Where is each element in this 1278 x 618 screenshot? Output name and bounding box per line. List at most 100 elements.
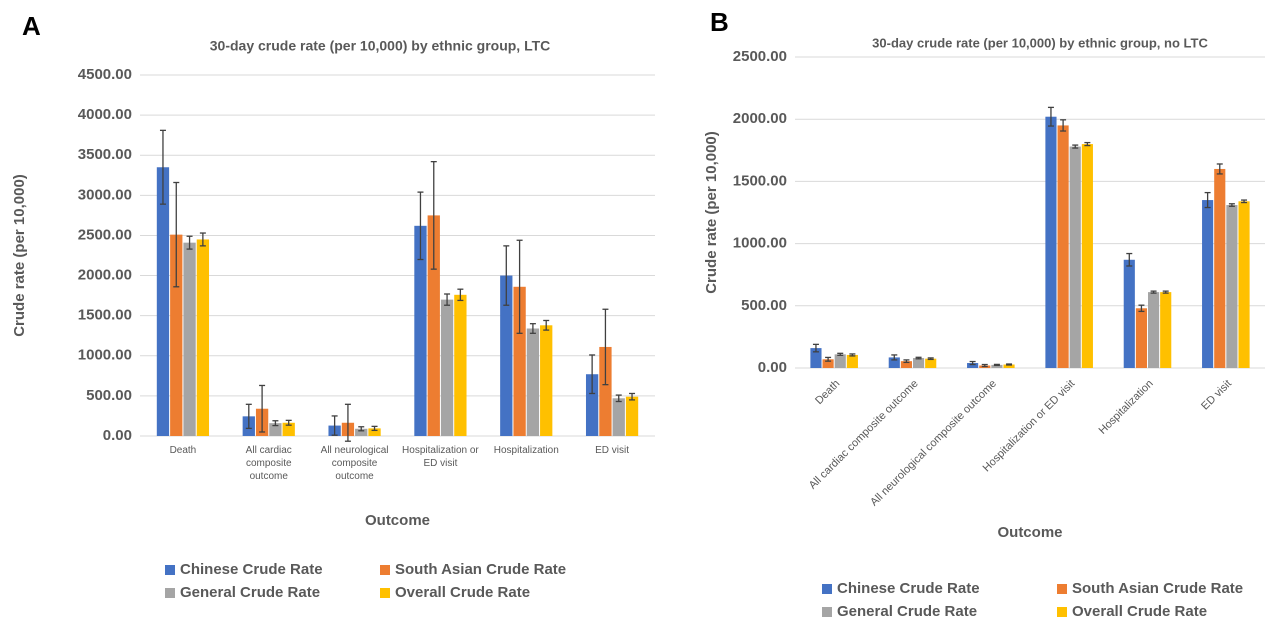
y-tick-label: 3000.00 xyxy=(78,186,132,203)
bar xyxy=(414,225,427,436)
error-bar xyxy=(1228,203,1235,207)
error-bar xyxy=(417,191,424,261)
x-tick-label: ED visit xyxy=(595,445,630,456)
legend-label: Chinese Crude Rate xyxy=(180,561,323,578)
legend-swatch xyxy=(1057,607,1067,617)
panel-label: A xyxy=(22,11,41,41)
bar xyxy=(454,294,467,436)
y-tick-label: 2000.00 xyxy=(733,110,787,127)
error-bar xyxy=(457,288,464,302)
bar xyxy=(355,428,368,436)
x-tick-label: Hospitalization or ED visit xyxy=(981,378,1078,475)
x-tick-label: All neurological composite outcome xyxy=(868,378,999,509)
legend-swatch xyxy=(165,588,175,598)
bar xyxy=(1069,146,1081,368)
y-tick-label: 1500.00 xyxy=(733,172,787,189)
error-bar xyxy=(915,356,922,360)
x-tick-label: Hospitalization xyxy=(1097,378,1156,437)
legend-swatch xyxy=(1057,584,1067,594)
error-bar xyxy=(529,323,536,334)
error-bar xyxy=(1006,363,1013,366)
y-tick-label: 1000.00 xyxy=(78,347,132,364)
bar xyxy=(1003,364,1015,368)
bar xyxy=(1238,201,1250,368)
y-tick-label: 4000.00 xyxy=(78,106,132,123)
error-bar xyxy=(1241,199,1248,204)
x-tick-label-box: Death xyxy=(170,445,197,456)
error-bar xyxy=(849,353,856,357)
x-tick-label: Hospitalization or ED visit xyxy=(402,445,479,469)
y-tick-label: 1000.00 xyxy=(733,235,787,252)
error-bar xyxy=(543,319,550,331)
bar xyxy=(183,242,196,436)
bar xyxy=(282,422,295,436)
error-bar xyxy=(245,403,252,430)
x-tick-label: Hospitalization xyxy=(493,445,559,456)
x-tick-label-box: ED visit xyxy=(595,445,630,456)
error-bar xyxy=(444,293,451,306)
bar xyxy=(625,396,639,436)
bar xyxy=(900,361,912,368)
error-bar xyxy=(629,392,636,401)
legend-swatch xyxy=(822,607,832,617)
error-bar xyxy=(969,360,976,366)
panel-label: B xyxy=(710,7,729,37)
bar xyxy=(170,234,183,436)
legend-swatch xyxy=(380,565,390,575)
legend-swatch xyxy=(165,565,175,575)
error-bar xyxy=(344,403,351,442)
x-tick-label: All cardiac composite outcome xyxy=(245,445,292,482)
bar xyxy=(967,363,979,368)
error-bar xyxy=(993,363,1000,367)
error-bar xyxy=(927,357,934,361)
legend-label: General Crude Rate xyxy=(180,584,320,601)
error-bar xyxy=(358,426,365,432)
error-bar xyxy=(812,343,819,353)
error-bar xyxy=(272,420,279,427)
error-bar xyxy=(199,232,206,247)
chart-title: 30-day crude rate (per 10,000) by ethnic… xyxy=(210,38,551,54)
error-bar xyxy=(589,354,596,395)
error-bar xyxy=(837,352,844,356)
x-tick-label-box: All cardiac composite outcome xyxy=(245,445,292,482)
bar xyxy=(1202,200,1214,368)
error-bar xyxy=(371,425,378,432)
error-bar xyxy=(825,356,832,362)
error-bar xyxy=(173,181,180,288)
bar xyxy=(156,167,170,436)
bar xyxy=(822,359,834,368)
error-bar xyxy=(1216,163,1223,175)
bar xyxy=(599,346,612,436)
y-tick-label: 2000.00 xyxy=(78,267,132,284)
bar xyxy=(991,364,1003,368)
bar xyxy=(500,275,513,436)
bar xyxy=(1045,116,1057,368)
bar xyxy=(810,348,822,368)
error-bar xyxy=(1047,106,1054,127)
error-bar xyxy=(503,245,510,306)
error-bar xyxy=(615,394,622,403)
error-bar xyxy=(891,354,898,361)
error-bar xyxy=(1162,290,1169,294)
x-tick-label-box: Hospitalization xyxy=(493,445,559,456)
bar xyxy=(888,357,900,368)
y-tick-label: 0.00 xyxy=(103,427,132,444)
x-tick-label: Death xyxy=(813,378,842,407)
error-bar xyxy=(1138,304,1145,313)
bar xyxy=(1160,292,1172,368)
legend-label: Chinese Crude Rate xyxy=(837,580,980,597)
y-tick-label: 4500.00 xyxy=(78,66,132,83)
y-tick-label: 3500.00 xyxy=(78,146,132,163)
bar xyxy=(540,325,553,436)
legend-swatch xyxy=(822,584,832,594)
legend-swatch xyxy=(380,588,390,598)
bar xyxy=(612,398,625,436)
bar xyxy=(1135,308,1147,368)
bar xyxy=(1148,292,1160,368)
error-bar xyxy=(981,363,988,368)
x-tick-label-box: All neurological composite outcome xyxy=(321,445,389,482)
bar xyxy=(526,328,540,436)
bar xyxy=(196,239,210,436)
bar xyxy=(834,354,846,368)
